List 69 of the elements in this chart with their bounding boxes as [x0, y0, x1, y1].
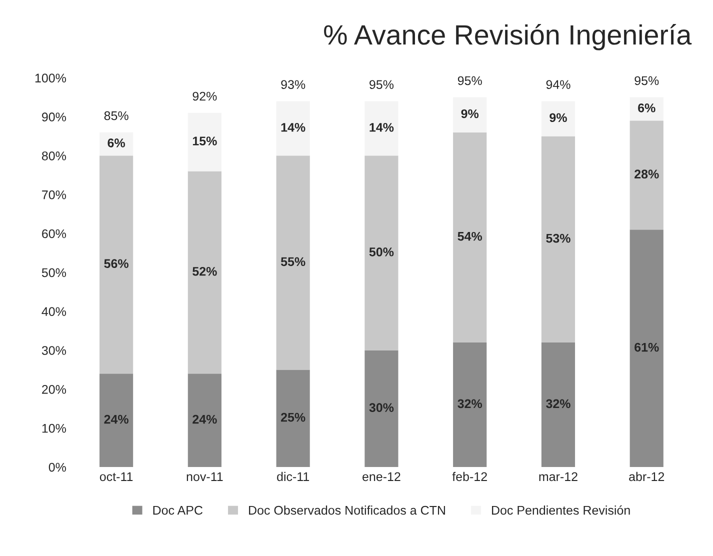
data-label: 32%	[546, 399, 570, 408]
bar	[541, 101, 576, 136]
bar	[188, 374, 222, 468]
data-label: 53%	[546, 234, 570, 243]
x-tick-label: nov-11	[186, 472, 223, 482]
total-label: 93%	[281, 80, 306, 89]
bar	[364, 101, 398, 156]
data-label: 52%	[192, 266, 217, 276]
y-tick-label: 90%	[42, 112, 66, 122]
bar	[276, 156, 310, 370]
data-label: 14%	[281, 122, 306, 132]
bar	[453, 132, 487, 342]
data-label: 30%	[369, 403, 394, 412]
bar	[364, 156, 398, 350]
data-label: 56%	[104, 259, 128, 268]
x-tick-label: feb-12	[452, 472, 487, 482]
data-label: 50%	[369, 247, 394, 256]
bar	[541, 342, 576, 468]
bar	[630, 230, 664, 468]
bar	[364, 350, 398, 468]
bar	[541, 136, 576, 342]
x-tick-label: abr-12	[629, 472, 664, 482]
legend-label: Doc APC	[153, 506, 203, 515]
y-tick-label: 50%	[42, 268, 66, 278]
bar	[276, 101, 310, 156]
data-label: 24%	[104, 414, 128, 424]
total-label: 95%	[370, 80, 394, 89]
legend-label: Doc Pendientes Revisión	[492, 505, 630, 515]
y-tick-label: 0%	[48, 462, 66, 472]
y-tick-label: 10%	[42, 424, 66, 433]
data-label: 24%	[192, 414, 217, 424]
data-label: 54%	[458, 232, 482, 241]
bar	[188, 112, 222, 172]
data-label: 28%	[634, 170, 659, 178]
bar	[630, 120, 664, 230]
total-label: 94%	[546, 80, 570, 89]
legend-label: Doc Observados Notificados a CTN	[249, 506, 445, 515]
x-tick-label: oct-11	[100, 472, 133, 482]
y-tick-label: 100%	[35, 74, 66, 82]
x-tick-label: ene-12	[362, 472, 400, 482]
data-label: 9%	[461, 109, 479, 118]
data-label: 6%	[638, 103, 656, 112]
bar	[453, 97, 487, 132]
total-label: 92%	[192, 92, 217, 101]
bar	[99, 156, 134, 374]
y-tick-label: 40%	[42, 307, 66, 316]
total-label: 95%	[458, 76, 482, 86]
data-label: 55%	[280, 257, 306, 266]
data-label: 61%	[634, 342, 659, 352]
data-label: 15%	[192, 136, 217, 146]
y-tick-label: 30%	[42, 346, 66, 355]
bar	[188, 171, 222, 374]
bar	[276, 370, 310, 468]
chart-title: % Avance Revisión Ingeniería	[324, 24, 692, 50]
y-tick-label: 60%	[42, 229, 66, 238]
data-label: 6%	[108, 138, 125, 148]
bar	[453, 342, 487, 468]
data-label: 14%	[370, 122, 394, 132]
data-label: 9%	[550, 113, 567, 122]
y-tick-label: 70%	[42, 190, 66, 200]
x-tick-label: dic-11	[277, 472, 310, 482]
data-label: 25%	[280, 412, 306, 422]
x-tick-label: mar-12	[539, 472, 578, 482]
y-tick-label: 80%	[42, 151, 66, 160]
total-label: 85%	[104, 111, 128, 120]
data-label: 32%	[458, 399, 482, 408]
total-label: 95%	[634, 76, 659, 86]
bar	[99, 374, 134, 468]
y-tick-label: 20%	[42, 385, 66, 394]
